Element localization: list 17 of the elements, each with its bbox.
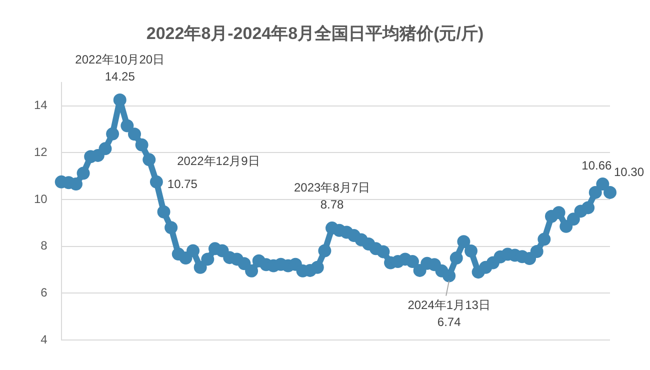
y-tick-label: 12 [34, 144, 48, 159]
y-tick-label: 8 [40, 238, 48, 253]
annotation: 2023年8月7日 [294, 180, 370, 194]
data-label: 10.66 [582, 158, 612, 172]
chart-title: 2022年8月-2024年8月全国日平均猪价(元/斤) [146, 24, 484, 43]
data-label: 14.25 [104, 69, 136, 84]
y-tick-label: 14 [34, 98, 48, 112]
annotation: 2022年12月9日 [177, 154, 260, 168]
y-tick-label: 6 [40, 285, 48, 300]
data-label: 6.74 [437, 315, 462, 330]
y-tick-label: 10 [34, 192, 48, 206]
data-label: 10.75 [167, 177, 198, 192]
text: 2022年10月20日 [75, 52, 165, 66]
data-label: 10.30 [614, 164, 644, 179]
y-tick-label: 4 [40, 332, 48, 346]
data-label: 8.78 [320, 197, 344, 212]
annotation: 2024年1月13日 [408, 298, 490, 312]
